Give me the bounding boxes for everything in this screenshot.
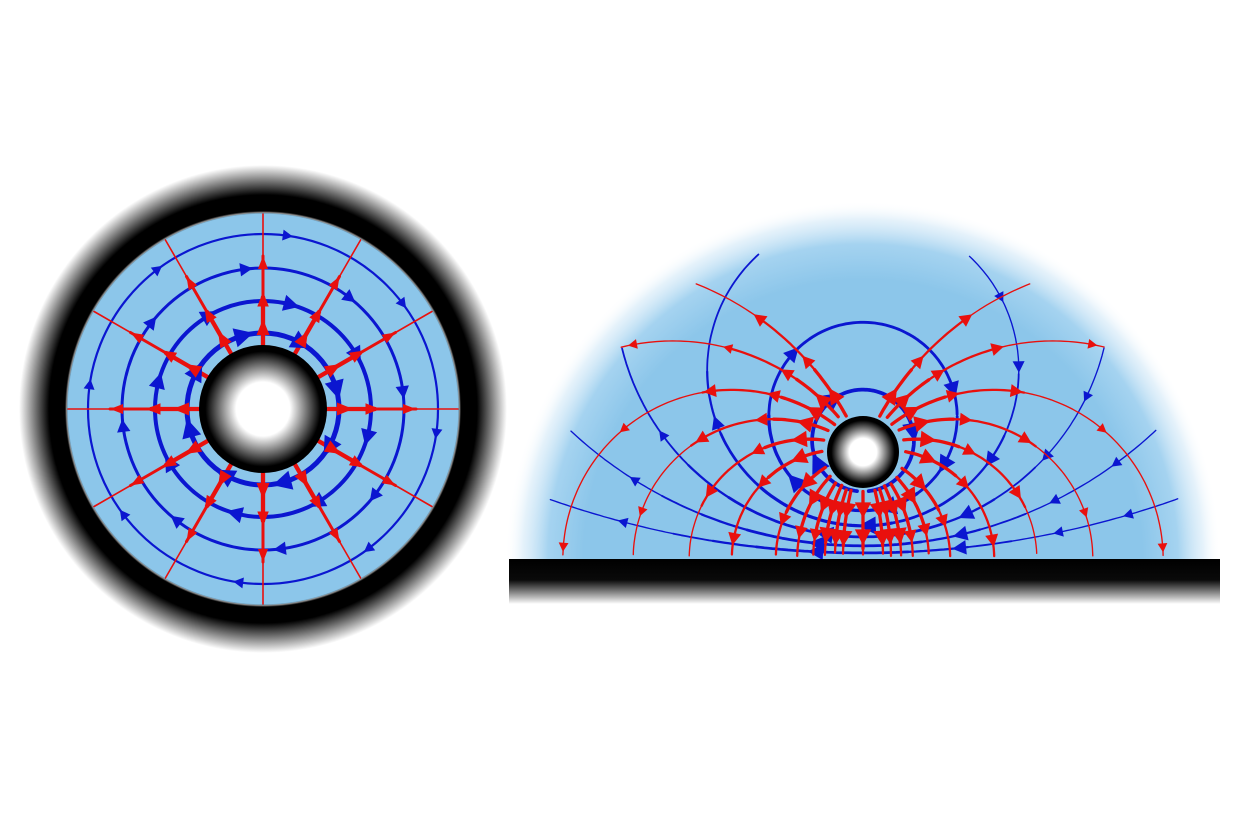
wire-plane-figure [505, 201, 1221, 604]
dome-glow-region [505, 201, 1221, 560]
coax-outer-conductor [19, 165, 507, 653]
wire-conductor [827, 416, 899, 488]
ground-plane-bar [509, 559, 1220, 604]
coax-figure [19, 165, 507, 653]
e-field-arrows [558, 314, 1168, 553]
